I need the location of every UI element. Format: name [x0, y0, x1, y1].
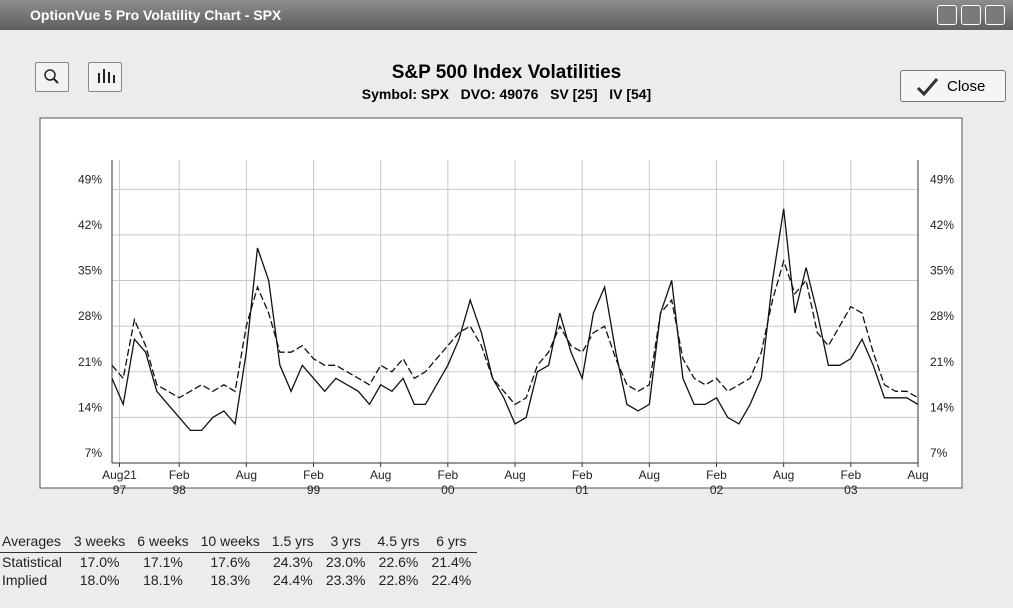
y-tick-label: 35% [78, 264, 102, 278]
table-cell: 6 weeks [131, 530, 195, 553]
y-tick-label: 7% [85, 446, 103, 460]
x-tick-label: Aug21 [102, 468, 137, 482]
series-line [111, 208, 919, 432]
table-row: Averages 3 weeks 6 weeks 10 weeks 1.5 yrs 3 y… [0, 530, 478, 553]
y-tick-label: 28% [78, 309, 102, 323]
table-cell: 22.4% [431, 572, 472, 588]
x-tick-label: Aug [236, 468, 257, 482]
table-cell: Statistical [2, 554, 62, 570]
x-tick-label: Feb [840, 468, 861, 482]
table-cell: 6 yrs [425, 530, 478, 553]
table-cell: 21.4% [431, 554, 472, 570]
x-tick-label: Aug [370, 468, 391, 482]
x-tick-label: 98 [172, 483, 186, 497]
table-cell: Implied [2, 572, 48, 588]
table-cell: 24.4% [272, 572, 313, 588]
table-cell: 22.6% [378, 554, 419, 570]
table-cell: 18.0% [79, 572, 120, 588]
window-title: OptionVue 5 Pro Volatility Chart - SPX [30, 7, 282, 23]
table-cell: 23.0% [325, 554, 366, 570]
table-cell: 1.5 yrs [265, 530, 320, 553]
table-cell: 17.1% [143, 554, 183, 570]
table-cell: 18.3% [210, 572, 251, 588]
y2-tick-label: 42% [930, 218, 954, 232]
minimize-button[interactable] [937, 5, 957, 25]
table-cell: 3 yrs [319, 530, 372, 553]
table-cell: 23.3% [325, 572, 366, 588]
chart-frame [39, 117, 963, 489]
x-tick-label: Aug [907, 468, 928, 482]
y2-tick-label: 21% [930, 355, 954, 369]
close-label: Close [947, 78, 986, 95]
y-tick-label: 42% [78, 218, 102, 232]
table-cell: 18.1% [143, 572, 183, 588]
table-row: Statistical 17.0% 17.1% 17.6% 24.3% 23.0% 22.6… [0, 553, 477, 572]
x-tick-label: 97 [113, 483, 127, 497]
y2-tick-label: 14% [930, 400, 954, 414]
chart-title: S&P 500 Index Volatilities [391, 62, 622, 83]
series-line [111, 258, 919, 406]
x-tick-label: Feb [706, 468, 727, 482]
table-cell: 10 weeks [194, 530, 266, 553]
chart-type-button[interactable] [88, 62, 122, 92]
y-tick-label: 49% [78, 172, 102, 186]
table-cell: 24.3% [272, 554, 313, 570]
check-icon [916, 78, 939, 97]
y2-tick-label: 49% [930, 172, 954, 186]
x-tick-label: 00 [441, 483, 455, 497]
averages-table: Averages 3 weeks 6 weeks 10 weeks 1.5 yrs 3 y… [0, 530, 478, 589]
title-bar: OptionVue 5 Pro Volatility Chart - SPX [0, 0, 1013, 30]
close-window-button[interactable] [985, 5, 1005, 25]
x-tick-label: 01 [575, 483, 589, 497]
zoom-icon [44, 69, 59, 84]
y2-tick-label: 35% [930, 264, 954, 278]
x-tick-label: Feb [437, 468, 458, 482]
y-tick-label: 21% [78, 355, 102, 369]
table-cell: 22.8% [378, 572, 419, 588]
y-tick-label: 14% [78, 400, 102, 414]
table-cell: 3 weeks [67, 530, 132, 553]
x-tick-label: Aug [639, 468, 660, 482]
chart-subtitle: Symbol: SPX DVO: 49076 SV [25] IV [54] [361, 86, 652, 102]
x-tick-label: Feb [572, 468, 593, 482]
x-tick-label: Feb [303, 468, 324, 482]
x-tick-label: Feb [169, 468, 190, 482]
x-tick-label: 99 [307, 483, 321, 497]
table-cell: 4.5 yrs [371, 530, 426, 553]
x-tick-label: 02 [710, 483, 724, 497]
table-cell: 17.0% [79, 554, 120, 570]
table-cell: Averages [0, 530, 68, 553]
chart: 7% 7% 14% 14% 21% 21% 28% 28% 35% 35% 42% 42% 49% 49%… [39, 117, 963, 497]
x-tick-label: 03 [844, 483, 858, 497]
close-button[interactable]: Close [900, 70, 1006, 102]
table-row: Implied 18.0% 18.1% 18.3% 24.4% 23.3% 22.8% 22.… [0, 571, 477, 589]
maximize-button[interactable] [961, 5, 981, 25]
table-cell: 17.6% [210, 554, 251, 570]
x-tick-label: Aug [504, 468, 525, 482]
y2-tick-label: 7% [930, 446, 948, 460]
y2-tick-label: 28% [930, 309, 954, 323]
zoom-button[interactable] [35, 62, 69, 92]
x-tick-label: Aug [773, 468, 794, 482]
bars-icon [98, 69, 115, 83]
